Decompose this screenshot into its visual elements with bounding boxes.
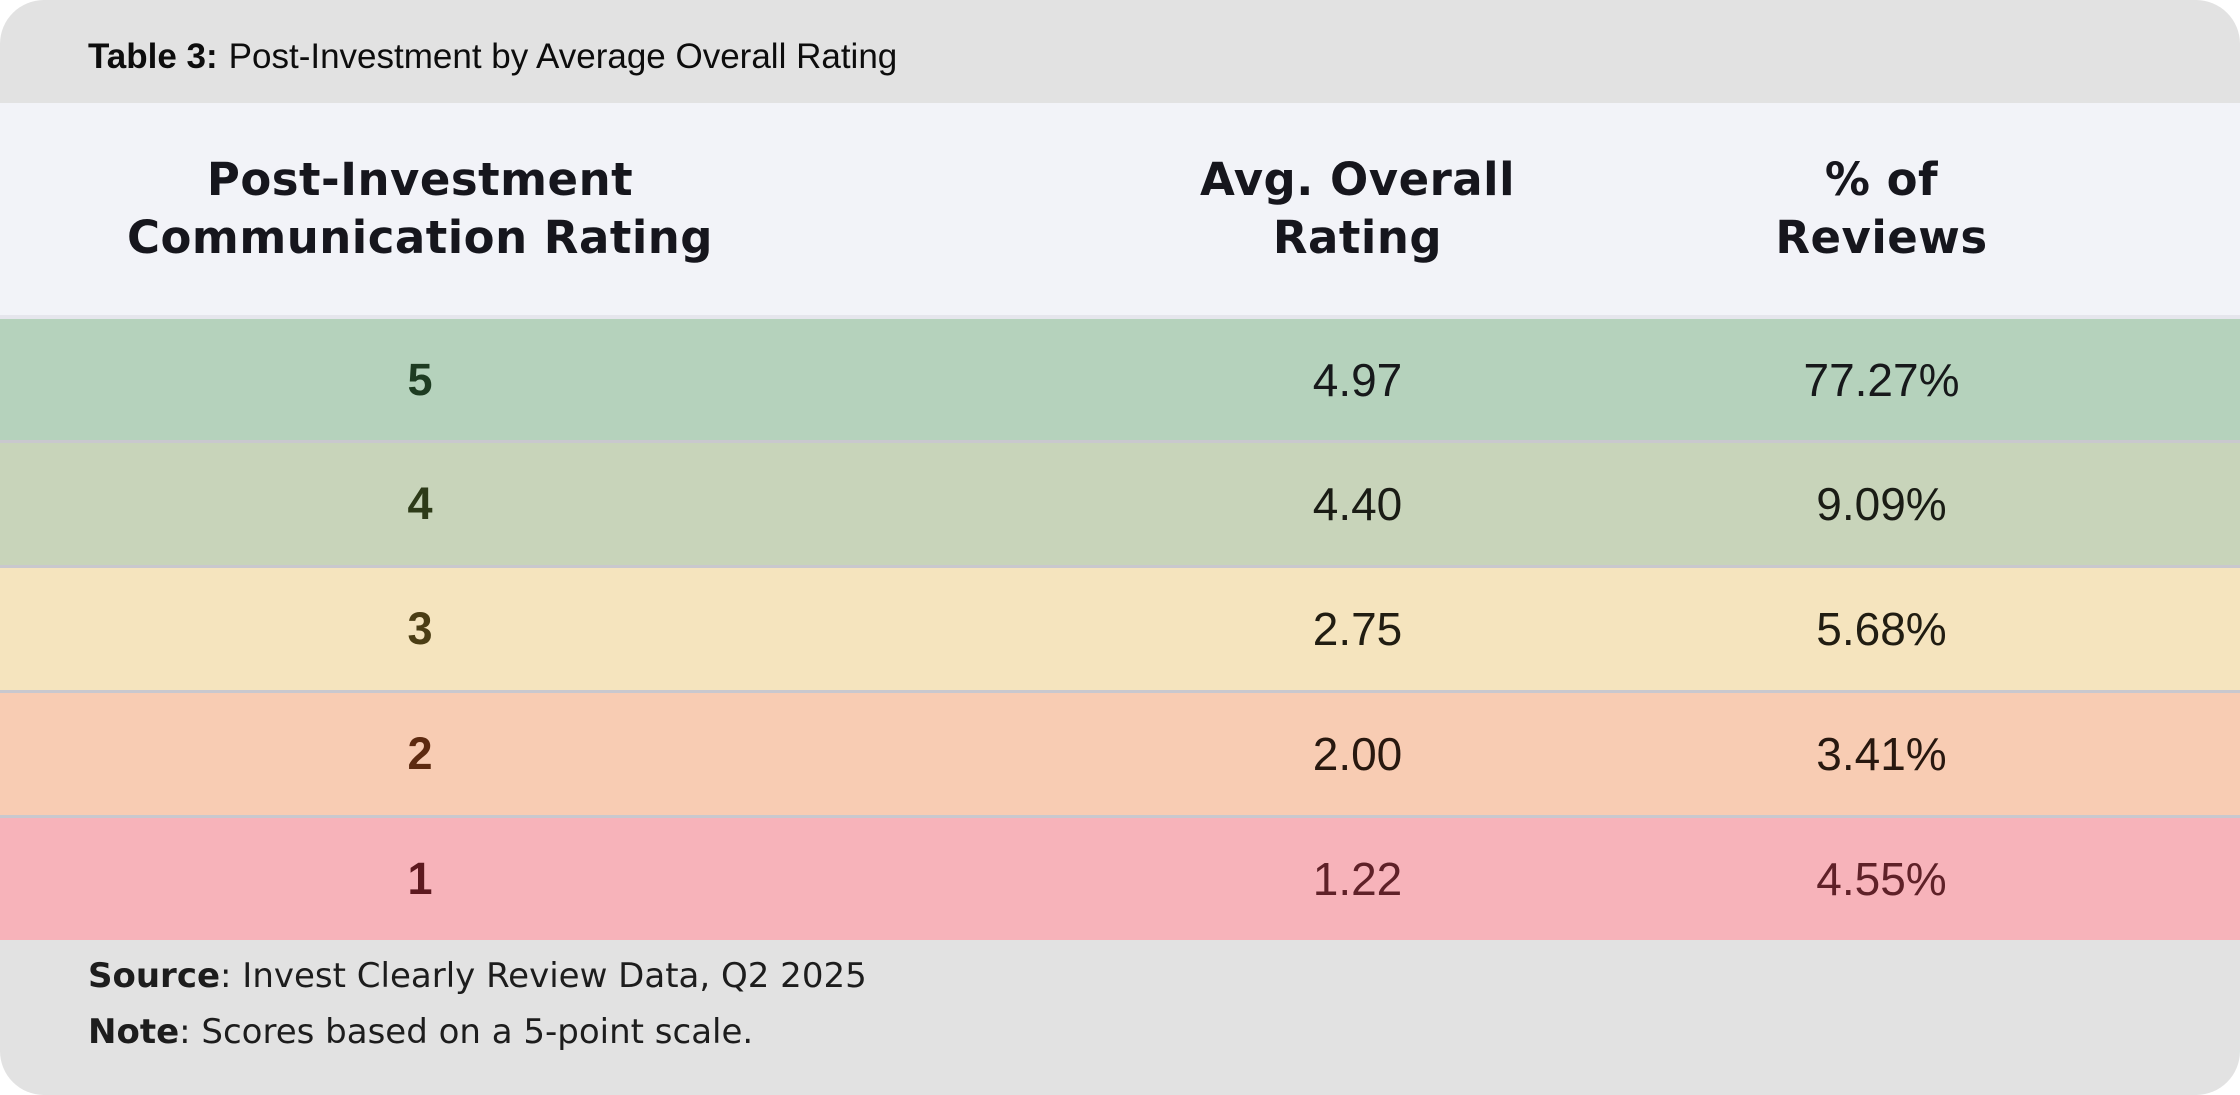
pct-reviews-value: 77.27% xyxy=(1803,353,1960,406)
rating-value: 4 xyxy=(407,478,433,529)
avg-overall-value: 4.40 xyxy=(1312,478,1403,530)
table-row: 4 4.40 9.09% xyxy=(0,440,2240,565)
pct-reviews-value: 5.68% xyxy=(1816,603,1947,655)
pct-reviews-value: 9.09% xyxy=(1816,478,1947,530)
table-row: 3 2.75 5.68% xyxy=(0,565,2240,690)
table-title-bar: Table 3: Post-Investment by Average Over… xyxy=(0,0,2240,103)
note-label: Note xyxy=(88,1011,180,1052)
table-row: 5 4.97 77.27% xyxy=(0,315,2240,440)
source-line: Source: Invest Clearly Review Data, Q2 2… xyxy=(88,949,2240,1004)
table-footer: Source: Invest Clearly Review Data, Q2 2… xyxy=(0,940,2240,1095)
rating-value: 3 xyxy=(407,603,433,654)
rating-value: 5 xyxy=(407,353,433,405)
pct-reviews-value: 4.55% xyxy=(1816,853,1947,905)
source-label: Source xyxy=(88,956,221,997)
table-header-row: Post-Investment Communication Rating Avg… xyxy=(0,103,2240,315)
table-row: 2 2.00 3.41% xyxy=(0,690,2240,815)
avg-overall-value: 2.00 xyxy=(1312,728,1403,780)
rating-value: 2 xyxy=(407,728,433,779)
avg-overall-value: 1.22 xyxy=(1312,853,1403,905)
pct-reviews-value: 3.41% xyxy=(1816,728,1947,780)
source-text: : Invest Clearly Review Data, Q2 2025 xyxy=(220,956,867,997)
rating-value: 1 xyxy=(407,853,433,904)
avg-overall-value: 4.97 xyxy=(1312,353,1403,406)
table-title-text: Post-Investment by Average Overall Ratin… xyxy=(228,36,898,76)
column-header-pct-of-reviews: % of Reviews xyxy=(1775,152,1988,265)
note-line: Note: Scores based on a 5-point scale. xyxy=(88,1005,2240,1060)
table-row: 1 1.22 4.55% xyxy=(0,815,2240,940)
column-header-avg-overall-rating: Avg. Overall Rating xyxy=(1199,152,1516,265)
table-title-prefix: Table 3: xyxy=(88,36,218,76)
note-text: : Scores based on a 5-point scale. xyxy=(179,1011,754,1052)
column-header-communication-rating: Post-Investment Communication Rating xyxy=(126,152,713,265)
avg-overall-value: 2.75 xyxy=(1312,603,1403,655)
